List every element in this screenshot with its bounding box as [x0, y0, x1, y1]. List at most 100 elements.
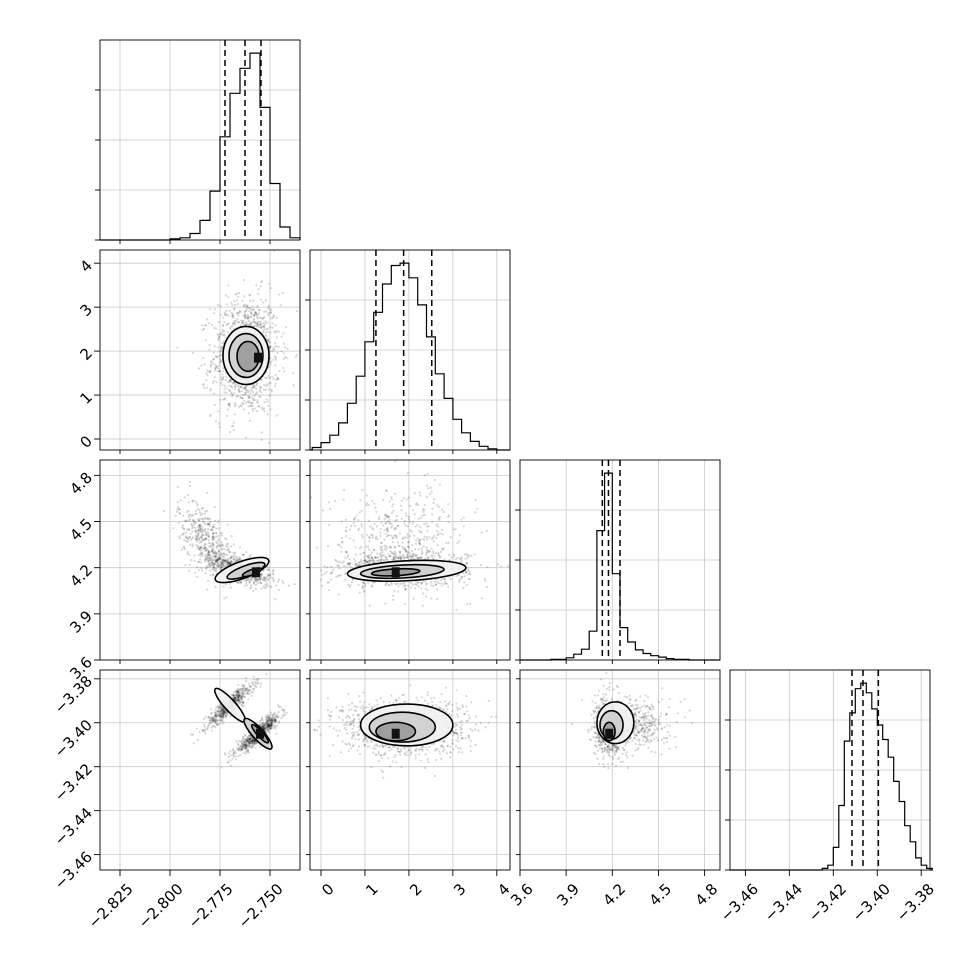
scatter-point [206, 374, 209, 377]
scatter-point [258, 312, 261, 315]
scatter-point [187, 519, 190, 522]
scatter-point [229, 327, 232, 330]
scatter-point [256, 679, 259, 683]
scatter-point [244, 744, 247, 748]
scatter-point [460, 559, 463, 562]
scatter-point [273, 721, 276, 724]
scatter-point [235, 395, 238, 398]
scatter-point [224, 559, 227, 562]
scatter-point [325, 570, 328, 574]
scatter-point [384, 514, 387, 517]
scatter-point [382, 499, 385, 502]
scatter-point [185, 519, 188, 522]
scatter-point [216, 723, 219, 727]
scatter-point [248, 738, 251, 741]
scatter-point [439, 555, 442, 558]
scatter-point [406, 553, 409, 556]
scatter-point [224, 562, 227, 565]
scatter-point [426, 496, 429, 499]
scatter-point [244, 749, 247, 752]
scatter-point [249, 392, 252, 395]
scatter-point [184, 564, 187, 567]
scatter-point [367, 581, 370, 584]
scatter-point [364, 560, 367, 563]
scatter-point [467, 572, 471, 576]
scatter-point [201, 507, 204, 510]
scatter-point [245, 740, 248, 743]
scatter-point [238, 405, 241, 408]
scatter-point [224, 711, 227, 714]
scatter-point [237, 691, 240, 694]
scatter-point [408, 534, 411, 538]
panel-frame [99, 669, 301, 871]
scatter-point [266, 715, 269, 718]
scatter-point [391, 537, 394, 540]
scatter-point [230, 561, 233, 564]
scatter-point [224, 714, 227, 718]
scatter-point [307, 726, 309, 728]
scatter-point [201, 552, 204, 555]
scatter-point [213, 720, 216, 723]
scatter-point [234, 693, 238, 697]
scatter-point [338, 567, 341, 570]
scatter-point [222, 375, 225, 379]
scatter-point [270, 723, 273, 726]
scatter-point [250, 576, 253, 580]
scatter-point [226, 331, 229, 334]
scatter-point [242, 701, 245, 704]
scatter-point [228, 563, 231, 566]
scatter-point [405, 498, 408, 501]
scatter-point [216, 710, 219, 713]
scatter-point [242, 578, 245, 582]
scatter-point [246, 304, 249, 308]
scatter-point [437, 532, 440, 535]
scatter-point [392, 536, 395, 539]
scatter-point [390, 546, 393, 550]
scatter-point [237, 696, 240, 699]
scatter-point [363, 552, 366, 555]
scatter-point [390, 694, 393, 697]
scatter-point [237, 696, 240, 700]
scatter-point [463, 575, 466, 578]
scatter-point [221, 328, 224, 332]
scatter-point [219, 558, 222, 561]
scatter-point [270, 309, 273, 312]
scatter-point [248, 737, 251, 741]
scatter-point [219, 719, 222, 722]
scatter-point [215, 713, 218, 716]
scatter-point [387, 584, 390, 587]
scatter-point [245, 738, 248, 741]
scatter-point [368, 559, 371, 563]
scatter-point [273, 720, 276, 723]
scatter-point [198, 523, 201, 527]
scatter-point [397, 557, 400, 560]
scatter-point [198, 519, 201, 522]
scatter-point [229, 764, 232, 767]
scatter-point [404, 549, 407, 552]
scatter-point [267, 375, 270, 378]
scatter-point [379, 548, 382, 551]
scatter-point [365, 504, 368, 507]
scatter-point [267, 722, 270, 726]
scatter-point [218, 426, 221, 429]
scatter-point [243, 689, 246, 692]
scatter-point [269, 311, 272, 314]
scatter-point [203, 363, 206, 366]
scatter-point [266, 719, 269, 722]
scatter-point [506, 565, 509, 568]
scatter-point [363, 582, 367, 586]
scatter-point [212, 563, 215, 566]
scatter-point [255, 577, 258, 581]
scatter-point [232, 755, 235, 758]
scatter-point [191, 543, 194, 546]
scatter-point [371, 557, 374, 560]
scatter-point [212, 562, 215, 565]
scatter-point [271, 720, 274, 723]
scatter-point [247, 400, 251, 403]
scatter-point [211, 536, 214, 539]
scatter-point [216, 542, 219, 545]
scatter-point [214, 713, 217, 717]
scatter-point [243, 743, 246, 746]
scatter-point [242, 743, 245, 747]
scatter-point [208, 562, 211, 565]
